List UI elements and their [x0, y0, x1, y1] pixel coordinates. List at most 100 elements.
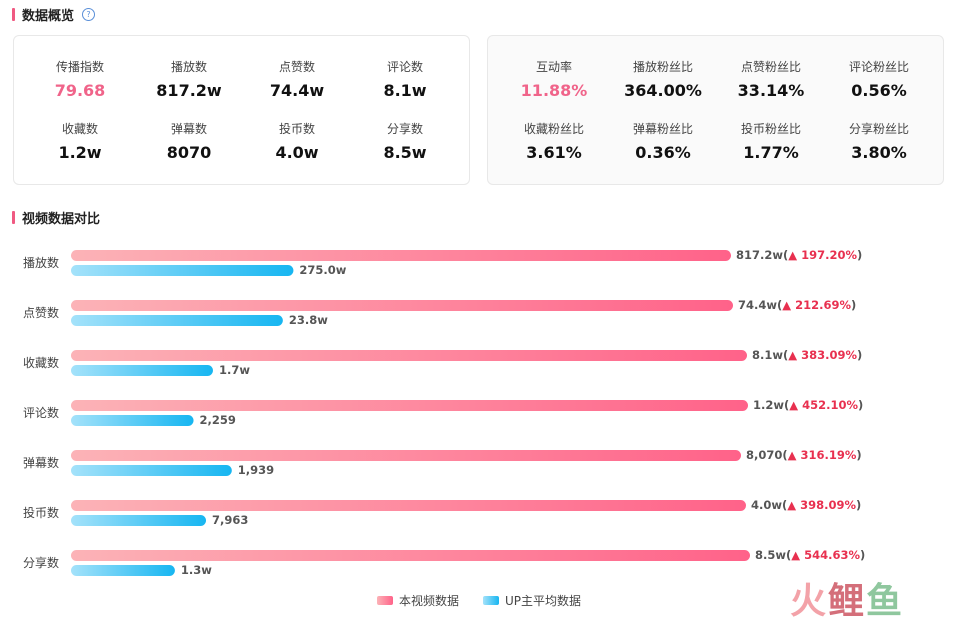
metric-label: 点赞数: [278, 60, 315, 74]
basic-metric: 点赞数 74.4w: [243, 58, 351, 100]
ratio-metric: 弹幕粉丝比 0.36%: [609, 120, 717, 162]
category-label: 弹幕数: [23, 455, 59, 470]
category-label: 点赞数: [23, 305, 59, 320]
bar-up-average: [71, 265, 294, 276]
overview-card-basic: 传播指数 79.68 播放数 817.2w 点赞数 74.4w 评论数 8.1w 收藏数 1.2w…: [13, 35, 470, 185]
metric-value: 8.5w: [383, 143, 427, 162]
legend-label-this-video: 本视频数据: [399, 594, 460, 608]
metric-label: 互动率: [535, 60, 572, 74]
basic-metric: 评论数 8.1w: [351, 58, 459, 100]
metric-label: 评论数: [386, 60, 423, 74]
ratio-metric: 分享粉丝比 3.80%: [825, 120, 933, 162]
category-label: 投币数: [23, 505, 59, 520]
metric-value: 8070: [166, 143, 212, 162]
overview-title-text: 数据概览: [22, 9, 75, 24]
legend-swatch-this-video: [377, 596, 393, 605]
data-label-this-video: 4.0w(▲ 398.09%): [751, 498, 861, 512]
data-label-this-video: 8.5w(▲ 544.63%): [755, 548, 865, 562]
metric-label: 播放数: [170, 60, 207, 74]
comparison-section-title: 视频数据对比: [12, 208, 100, 227]
metric-label: 收藏粉丝比: [523, 122, 584, 136]
data-label-up-average: 1.3w: [181, 563, 212, 577]
metric-value: 0.56%: [851, 81, 907, 100]
data-label-this-video: 8.1w(▲ 383.09%): [752, 348, 862, 362]
bar-up-average: [71, 415, 194, 426]
metric-label: 弹幕粉丝比: [632, 122, 693, 136]
question-circle-icon[interactable]: ?: [82, 8, 96, 21]
ratio-metric: 点赞粉丝比 33.14%: [717, 58, 825, 100]
data-label-up-average: 1,939: [238, 463, 274, 477]
data-label-this-video: 74.4w(▲ 212.69%): [738, 298, 856, 312]
ratio-metric: 互动率 11.88%: [500, 58, 608, 100]
bar-up-average: [71, 515, 206, 526]
title-accent-bar: [12, 8, 15, 21]
watermark-logo: 火鲤鱼: [790, 572, 904, 624]
metric-value: 8.1w: [383, 81, 427, 100]
metric-label: 分享数: [386, 122, 423, 136]
metric-value: 3.61%: [526, 143, 582, 162]
category-label: 分享数: [23, 555, 59, 570]
data-label-up-average: 2,259: [200, 413, 236, 427]
watermark-char-3: 鱼: [866, 581, 905, 622]
basic-metric: 分享数 8.5w: [351, 120, 459, 162]
data-label-up-average: 1.7w: [219, 363, 250, 377]
basic-metric: 播放数 817.2w: [135, 58, 243, 100]
metric-label: 收藏数: [61, 122, 98, 136]
legend-item-up-average[interactable]: UP主平均数据: [483, 592, 581, 609]
metric-value: 74.4w: [269, 81, 325, 100]
data-label-up-average: 275.0w: [299, 263, 346, 277]
metric-label: 评论粉丝比: [848, 60, 909, 74]
basic-metric: 投币数 4.0w: [243, 120, 351, 162]
legend-label-up-average: UP主平均数据: [505, 594, 582, 608]
bar-this-video: [71, 300, 733, 311]
metric-value: 79.68: [54, 81, 106, 100]
metric-value: 33.14%: [737, 81, 805, 100]
metric-label: 播放粉丝比: [632, 60, 693, 74]
watermark-char-1: 火: [790, 581, 829, 622]
bar-this-video: [71, 450, 741, 461]
title-accent-bar: [12, 211, 15, 224]
metric-label: 弹幕数: [170, 122, 207, 136]
legend-item-this-video[interactable]: 本视频数据: [377, 592, 459, 609]
overview-card-ratio: 互动率 11.88% 播放粉丝比 364.00% 点赞粉丝比 33.14% 评论粉丝比 0.5…: [487, 35, 944, 185]
data-label-this-video: 8,070(▲ 316.19%): [746, 448, 862, 462]
ratio-metric: 收藏粉丝比 3.61%: [500, 120, 608, 162]
metric-label: 投币数: [278, 122, 315, 136]
metric-value: 3.80%: [851, 143, 907, 162]
metric-value: 1.77%: [743, 143, 799, 162]
metric-value: 1.2w: [58, 143, 102, 162]
data-label-this-video: 1.2w(▲ 452.10%): [753, 398, 863, 412]
legend-swatch-up-average: [483, 596, 499, 605]
category-label: 收藏数: [23, 355, 59, 370]
metric-value: 817.2w: [156, 81, 222, 100]
metric-label: 投币粉丝比: [740, 122, 801, 136]
basic-metric: 弹幕数 8070: [135, 120, 243, 162]
bar-this-video: [71, 500, 746, 511]
metric-label: 点赞粉丝比: [740, 60, 801, 74]
category-label: 评论数: [23, 405, 59, 420]
data-label-up-average: 23.8w: [289, 313, 328, 327]
basic-metric: 传播指数 79.68: [26, 58, 134, 100]
bar-up-average: [71, 315, 283, 326]
metric-value: 364.00%: [624, 81, 702, 100]
category-label: 播放数: [23, 255, 59, 270]
ratio-metric: 投币粉丝比 1.77%: [717, 120, 825, 162]
ratio-metric: 播放粉丝比 364.00%: [609, 58, 717, 100]
metric-value: 4.0w: [275, 143, 319, 162]
bar-up-average: [71, 365, 213, 376]
bar-this-video: [71, 400, 748, 411]
comparison-bar-chart: 播放数 817.2w(▲ 197.20%) 275.0w 点赞数 74.4w(▲ 212…: [23, 248, 865, 577]
watermark-char-2: 鲤: [828, 581, 867, 622]
basic-metric: 收藏数 1.2w: [26, 120, 134, 162]
bar-up-average: [71, 465, 232, 476]
metric-value: 0.36%: [635, 143, 691, 162]
ratio-metric: 评论粉丝比 0.56%: [825, 58, 933, 100]
metric-value: 11.88%: [520, 81, 588, 100]
bar-up-average: [71, 565, 175, 576]
metric-label: 分享粉丝比: [848, 122, 909, 136]
bar-this-video: [71, 550, 750, 561]
data-label-this-video: 817.2w(▲ 197.20%): [736, 248, 862, 262]
bar-this-video: [71, 350, 747, 361]
bar-this-video: [71, 250, 731, 261]
metric-label: 传播指数: [55, 60, 104, 74]
